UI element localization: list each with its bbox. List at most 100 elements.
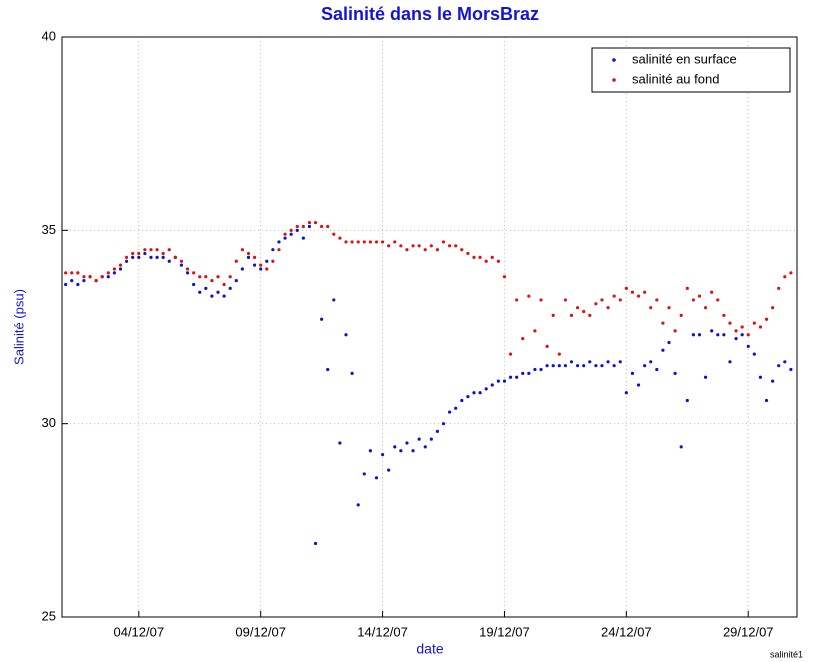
point: [630, 371, 635, 375]
point: [374, 240, 379, 244]
point: [588, 313, 592, 317]
point: [399, 449, 403, 453]
point: [131, 255, 135, 259]
y-tick-label: 40: [42, 28, 56, 43]
point: [655, 367, 659, 372]
point: [94, 279, 98, 283]
footer: salinité1: [770, 649, 803, 659]
point: [283, 236, 287, 240]
point: [667, 340, 671, 345]
point: [76, 282, 80, 287]
point: [112, 267, 117, 271]
point: [478, 255, 482, 259]
point: [655, 298, 659, 302]
point: [508, 375, 513, 379]
point: [307, 221, 312, 225]
legend-label: salinité en surface: [632, 51, 737, 66]
point: [783, 275, 787, 279]
point: [679, 445, 683, 449]
point: [228, 286, 232, 290]
point: [192, 271, 196, 275]
point: [515, 375, 519, 379]
point: [222, 294, 226, 298]
point: [118, 263, 123, 267]
point: [728, 321, 732, 325]
point: [740, 333, 744, 337]
point: [734, 337, 738, 341]
point: [643, 290, 647, 294]
point: [64, 271, 68, 275]
x-tick-label: 14/12/07: [357, 624, 408, 639]
point: [320, 317, 324, 321]
point: [356, 503, 360, 507]
point: [88, 275, 92, 279]
point: [697, 333, 702, 337]
point: [673, 329, 677, 333]
point: [259, 267, 263, 271]
point: [527, 294, 531, 298]
point: [149, 255, 153, 259]
point: [618, 298, 622, 302]
point: [265, 259, 269, 263]
point: [740, 325, 744, 329]
point: [636, 294, 641, 298]
point: [411, 449, 415, 453]
point: [429, 244, 433, 248]
point: [588, 360, 592, 364]
point: [380, 240, 385, 244]
point: [722, 333, 726, 337]
point: [417, 437, 421, 441]
legend-marker: [612, 58, 616, 62]
point: [716, 298, 720, 302]
x-tick-label: 04/12/07: [113, 624, 164, 639]
point: [789, 367, 793, 372]
point: [429, 437, 433, 441]
point: [728, 360, 732, 364]
point: [777, 286, 781, 290]
point: [137, 255, 141, 259]
point: [344, 333, 348, 337]
point: [716, 333, 720, 337]
point: [636, 383, 641, 387]
point: [502, 379, 507, 383]
point: [417, 244, 421, 248]
point: [161, 255, 165, 259]
point: [697, 294, 702, 298]
x-tick-label: 29/12/07: [723, 624, 774, 639]
point: [283, 232, 287, 236]
y-tick-label: 35: [42, 222, 56, 237]
point: [563, 298, 568, 302]
point: [149, 248, 153, 252]
point: [624, 391, 628, 395]
point: [783, 360, 787, 364]
point: [289, 228, 293, 232]
x-axis-label: date: [416, 641, 443, 657]
point: [362, 240, 366, 244]
point: [161, 251, 165, 256]
point: [582, 364, 586, 368]
point: [685, 398, 689, 403]
point: [313, 541, 318, 546]
point: [240, 267, 244, 271]
plot-area: [62, 37, 797, 617]
point: [551, 313, 555, 317]
point: [569, 360, 574, 364]
point: [667, 306, 671, 310]
legend-box: [591, 47, 791, 93]
point: [752, 352, 756, 356]
point: [789, 271, 793, 275]
point: [685, 286, 689, 290]
point: [557, 364, 561, 368]
point: [301, 236, 305, 240]
point: [551, 364, 555, 368]
point: [454, 406, 458, 410]
point: [82, 279, 86, 283]
point: [521, 337, 525, 341]
point: [399, 244, 403, 248]
point: [155, 255, 159, 259]
point: [758, 375, 763, 379]
point: [368, 449, 372, 453]
x-tick-label: 24/12/07: [601, 624, 652, 639]
point: [356, 240, 360, 244]
point: [582, 309, 586, 314]
